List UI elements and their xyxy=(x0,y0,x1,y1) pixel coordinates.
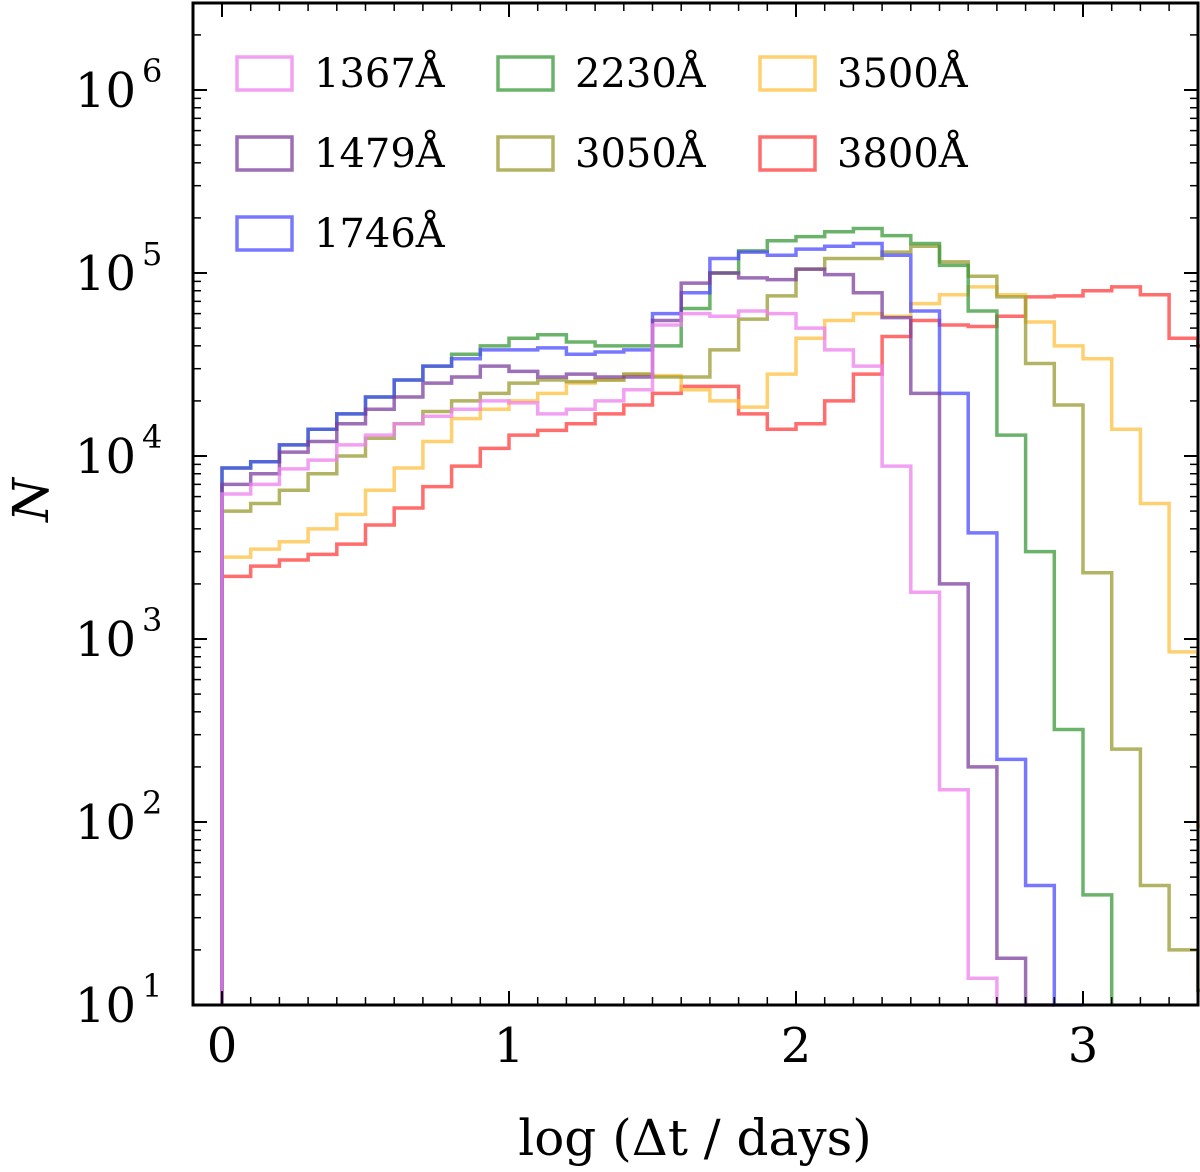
x-tick-label: 3 xyxy=(1068,1018,1099,1074)
histogram-series-2 xyxy=(220,267,1055,1007)
legend-label: 3500Å xyxy=(837,50,969,97)
y-tick-exponent: 2 xyxy=(142,784,162,822)
y-tick-exponent: 1 xyxy=(142,967,162,1005)
y-tick-label: 10 xyxy=(75,246,136,302)
y-tick-label: 10 xyxy=(75,978,136,1034)
legend-label: 1746Å xyxy=(314,210,446,257)
y-tick-label: 10 xyxy=(75,63,136,119)
legend-swatch xyxy=(758,55,817,92)
series-layer xyxy=(220,226,1200,1007)
legend-label: 2230Å xyxy=(575,50,707,97)
legend: 1367Å 1479Å 1746Å 2230Å 3050Å 3500Å 3800Å xyxy=(235,50,969,257)
y-tick-exponent: 3 xyxy=(142,601,162,639)
x-tick-label: 2 xyxy=(781,1018,812,1074)
y-tick-exponent: 5 xyxy=(142,235,162,273)
histogram-series-7 xyxy=(220,285,1200,1005)
legend-swatch xyxy=(758,135,817,172)
legend-label: 1367Å xyxy=(314,50,446,97)
legend-swatch xyxy=(496,135,555,172)
plot-frame xyxy=(191,1,1200,1007)
legend-swatch xyxy=(235,55,294,92)
x-axis-label: log (Δt / days) xyxy=(518,1109,872,1167)
legend-label: 3050Å xyxy=(575,130,707,177)
legend-swatch xyxy=(235,135,294,172)
y-tick-label: 10 xyxy=(75,612,136,668)
y-tick-exponent: 4 xyxy=(142,418,162,456)
legend-label: 3800Å xyxy=(837,130,969,177)
x-tick-label: 1 xyxy=(494,1018,525,1074)
histogram-series-6 xyxy=(220,285,1200,1005)
y-tick-exponent: 6 xyxy=(142,52,162,90)
legend-label: 1479Å xyxy=(314,130,446,177)
legend-swatch xyxy=(235,215,294,252)
y-tick-label: 10 xyxy=(75,795,136,851)
y-tick-label: 10 xyxy=(75,429,136,485)
legend-swatch xyxy=(496,55,555,92)
y-axis-label: N xyxy=(2,476,60,523)
histogram-series-1 xyxy=(220,309,1026,1007)
x-tick-label: 0 xyxy=(207,1018,238,1074)
histogram-series-5 xyxy=(220,244,1200,1005)
